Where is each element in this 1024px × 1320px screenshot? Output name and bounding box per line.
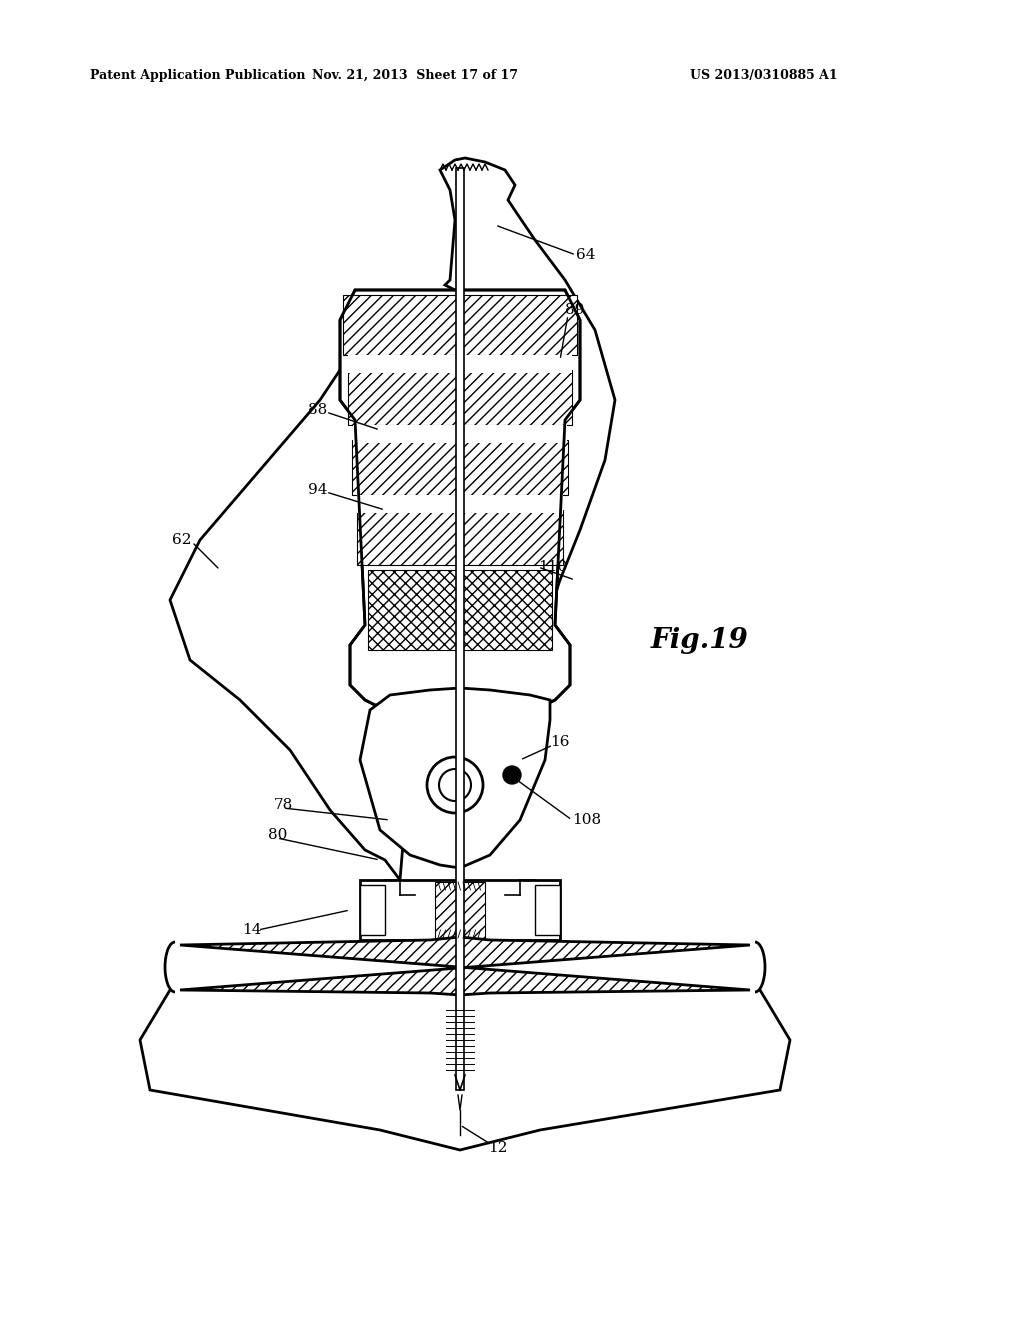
Text: Fig.19: Fig.19 (651, 627, 749, 653)
Text: 80: 80 (268, 828, 288, 842)
Text: 88: 88 (308, 403, 328, 417)
Bar (357, 510, 563, 565)
Text: US 2013/0310885 A1: US 2013/0310885 A1 (690, 69, 838, 82)
Bar (343, 294, 577, 355)
Bar (535, 884, 560, 935)
Polygon shape (440, 158, 615, 680)
Bar (352, 425, 567, 444)
Bar (360, 880, 560, 940)
Bar (435, 882, 485, 939)
Bar (456, 168, 464, 1090)
Bar (357, 495, 563, 513)
Bar (368, 570, 552, 649)
Text: 94: 94 (308, 483, 328, 498)
Polygon shape (360, 688, 550, 869)
Text: 14: 14 (242, 923, 261, 937)
Text: 16: 16 (550, 735, 569, 748)
Text: Patent Application Publication: Patent Application Publication (90, 69, 305, 82)
Bar (348, 355, 571, 374)
Text: 64: 64 (575, 248, 596, 261)
Polygon shape (340, 290, 580, 719)
Text: 12: 12 (488, 1140, 508, 1155)
Text: 110: 110 (538, 560, 567, 574)
Text: Nov. 21, 2013  Sheet 17 of 17: Nov. 21, 2013 Sheet 17 of 17 (312, 69, 518, 82)
Bar (352, 440, 567, 495)
Text: 78: 78 (274, 799, 293, 812)
Polygon shape (170, 310, 450, 880)
Bar (348, 370, 572, 425)
Text: 62: 62 (172, 533, 191, 546)
Text: 89: 89 (565, 304, 585, 317)
Circle shape (427, 756, 483, 813)
Bar (360, 884, 385, 935)
Circle shape (503, 766, 521, 784)
Polygon shape (180, 937, 750, 995)
Text: 108: 108 (572, 813, 601, 828)
